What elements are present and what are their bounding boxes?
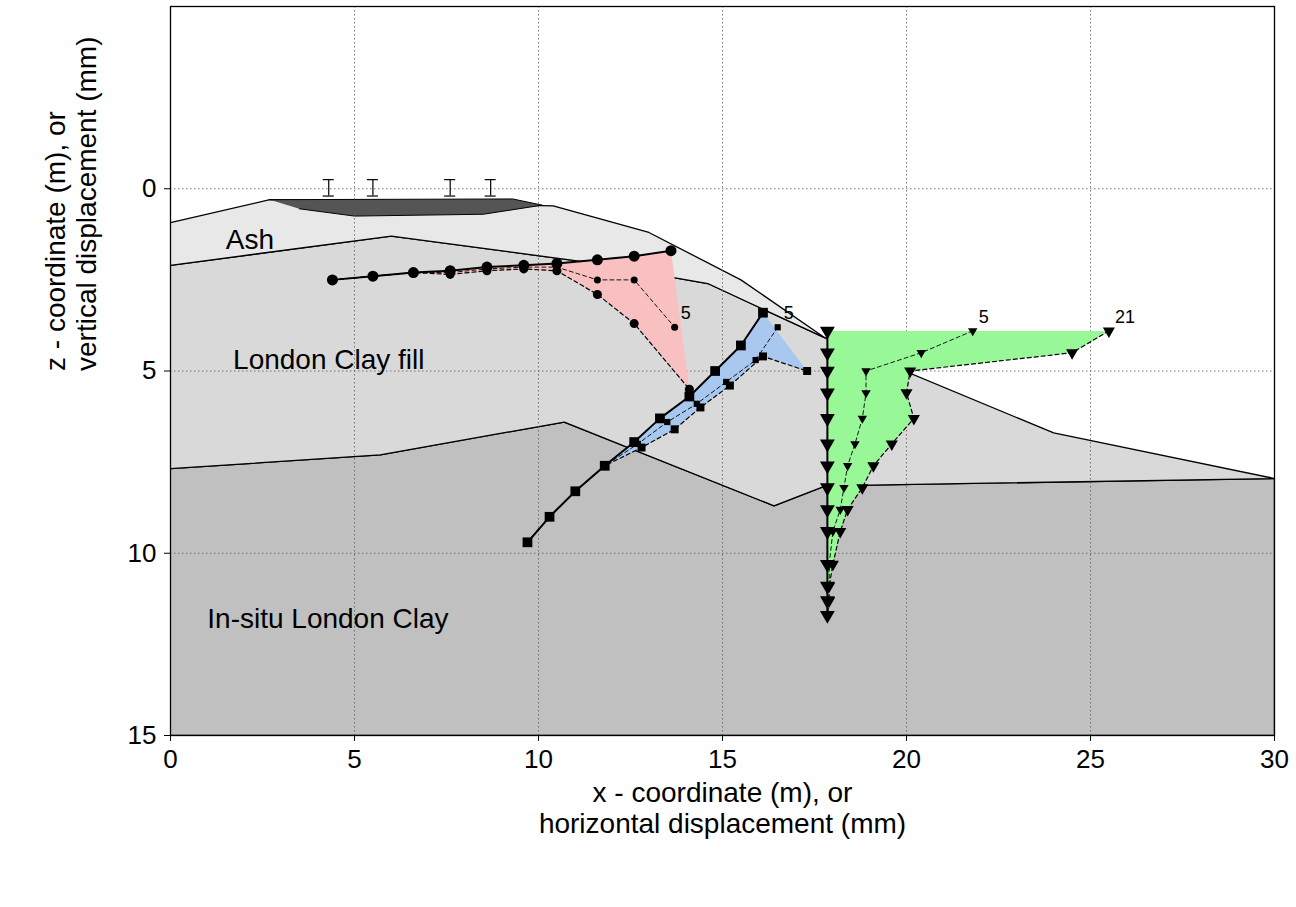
- svg-text:5: 5: [142, 355, 156, 385]
- svg-text:5: 5: [347, 744, 361, 774]
- svg-text:10: 10: [524, 744, 553, 774]
- svg-text:21: 21: [1115, 307, 1135, 327]
- svg-text:5: 5: [979, 307, 989, 327]
- svg-text:10: 10: [128, 538, 157, 568]
- svg-text:5: 5: [784, 303, 794, 323]
- svg-text:0: 0: [142, 173, 156, 203]
- svg-text:Ash: Ash: [226, 224, 274, 255]
- svg-text:15: 15: [708, 744, 737, 774]
- svg-text:5: 5: [681, 303, 691, 323]
- svg-text:x - coordinate (m), orhorizont: x - coordinate (m), orhorizontal displac…: [539, 777, 906, 839]
- svg-text:30: 30: [1260, 744, 1289, 774]
- svg-text:15: 15: [128, 720, 157, 750]
- svg-text:z - coordinate (m), orvertical: z - coordinate (m), orvertical displacem…: [40, 36, 102, 371]
- svg-text:20: 20: [892, 744, 921, 774]
- svg-text:0: 0: [163, 744, 177, 774]
- svg-text:In-situ London Clay: In-situ London Clay: [207, 603, 448, 634]
- svg-text:London Clay fill: London Clay fill: [233, 344, 424, 375]
- svg-text:25: 25: [1076, 744, 1105, 774]
